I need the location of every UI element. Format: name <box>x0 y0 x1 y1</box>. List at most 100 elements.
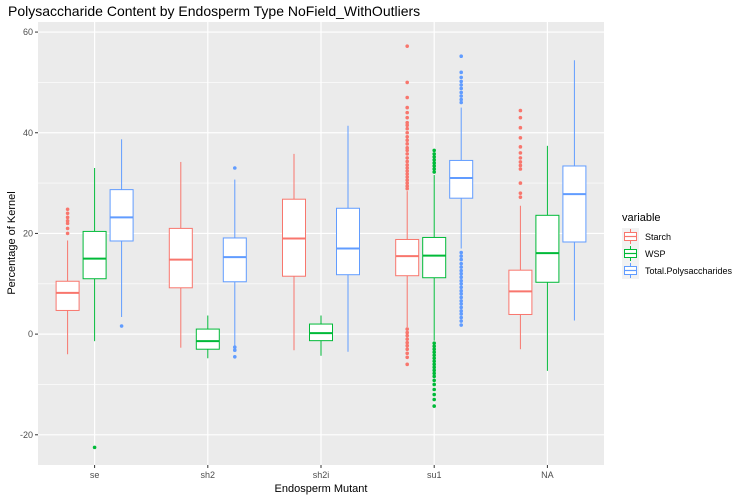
outlier-point <box>432 356 437 361</box>
outlier-point <box>459 268 464 273</box>
outlier-point <box>432 404 437 408</box>
outlier-point <box>459 250 464 255</box>
chart-title: Polysaccharide Content by Endosperm Type… <box>8 3 420 19</box>
outlier-point <box>518 145 523 149</box>
outlier-point <box>432 392 437 397</box>
outlier-point <box>518 115 523 120</box>
outlier-point <box>65 211 70 216</box>
outlier-point <box>405 120 410 125</box>
outlier-point <box>233 348 237 353</box>
x-tick-label-se: se <box>90 470 100 480</box>
x-tick-label-sh2i: sh2i <box>313 470 330 480</box>
outlier-point <box>459 100 464 105</box>
outlier-point <box>405 115 410 120</box>
box-total-polysaccharides-su1 <box>449 54 474 327</box>
outlier-point <box>405 355 410 360</box>
outlier-point <box>459 292 464 296</box>
outlier-point <box>459 261 464 266</box>
y-tick-label: -20 <box>20 430 33 440</box>
outlier-point <box>92 445 97 450</box>
box-body <box>535 214 560 283</box>
box-wsp-sh2 <box>195 315 220 359</box>
outlier-point <box>518 156 523 160</box>
outlier-point <box>459 315 464 320</box>
outlier-point <box>405 163 410 167</box>
y-tick-label: 60 <box>23 27 33 37</box>
box-body <box>168 227 193 289</box>
box-starch-sh2 <box>168 161 193 348</box>
box-wsp-su1 <box>422 148 447 408</box>
box-body <box>195 328 220 350</box>
outlier-point <box>459 305 464 310</box>
box-wsp-na <box>535 145 560 371</box>
outlier-point <box>405 175 410 179</box>
outlier-point <box>405 105 410 110</box>
box-starch-se <box>55 207 80 355</box>
outlier-point <box>65 219 70 223</box>
outlier-point <box>405 347 410 352</box>
outlier-point <box>432 152 437 156</box>
outlier-point <box>65 215 70 220</box>
outlier-point <box>432 365 437 370</box>
x-tick-label-sh2: sh2 <box>201 470 216 480</box>
outlier-point <box>405 169 410 173</box>
outlier-point <box>459 97 464 102</box>
outlier-point <box>405 142 410 146</box>
outlier-point <box>405 126 410 131</box>
outlier-point <box>459 90 464 95</box>
box-body <box>82 230 107 280</box>
outlier-point <box>459 299 464 303</box>
outlier-point <box>518 163 523 168</box>
outlier-point <box>459 295 464 300</box>
outlier-point <box>405 181 410 185</box>
outlier-point <box>405 178 410 182</box>
box-body <box>222 237 247 283</box>
box-body <box>109 189 134 242</box>
outlier-point <box>432 167 437 171</box>
outlier-point <box>459 75 464 80</box>
box-body <box>422 236 447 279</box>
outlier-point <box>65 231 70 236</box>
outlier-point <box>405 134 410 139</box>
outlier-point <box>405 330 410 335</box>
outlier-point <box>432 378 437 383</box>
outlier-point <box>233 345 237 350</box>
outlier-point <box>405 186 410 191</box>
outlier-point <box>405 166 410 170</box>
outlier-point <box>432 374 437 379</box>
outlier-point <box>405 351 410 356</box>
legend-label-total-polysaccharides: Total.Polysaccharides <box>645 266 733 276</box>
outlier-point <box>65 221 70 226</box>
outlier-point <box>432 359 437 364</box>
outlier-point <box>459 83 464 87</box>
legend-entry-starch: Starch <box>622 228 671 245</box>
outlier-point <box>432 347 437 352</box>
outlier-point <box>459 271 464 276</box>
box-body <box>336 207 360 276</box>
outlier-point <box>405 327 410 331</box>
outlier-point <box>459 94 464 98</box>
y-axis-ticks: -20 0 20 40 60 <box>20 27 38 440</box>
outlier-point <box>459 309 464 313</box>
outlier-point <box>405 123 410 127</box>
outlier-point <box>432 371 437 376</box>
outlier-point <box>459 302 464 306</box>
legend-label-wsp: WSP <box>645 249 666 259</box>
outlier-point <box>432 161 437 165</box>
box-body <box>395 238 420 277</box>
outlier-point <box>65 226 70 231</box>
box-body <box>449 159 474 199</box>
outlier-point <box>432 362 437 367</box>
outlier-point <box>518 108 523 113</box>
box-wsp-se <box>82 167 107 450</box>
outlier-point <box>518 151 523 155</box>
outlier-point <box>459 285 464 290</box>
outlier-point <box>518 195 523 199</box>
box-starch-na <box>508 108 533 350</box>
outlier-point <box>459 319 464 323</box>
outlier-point <box>432 155 437 159</box>
outlier-point <box>518 135 523 140</box>
x-axis-ticks: se sh2 sh2i su1 NA <box>90 465 554 480</box>
box-body <box>508 269 533 315</box>
outlier-point <box>459 70 464 75</box>
